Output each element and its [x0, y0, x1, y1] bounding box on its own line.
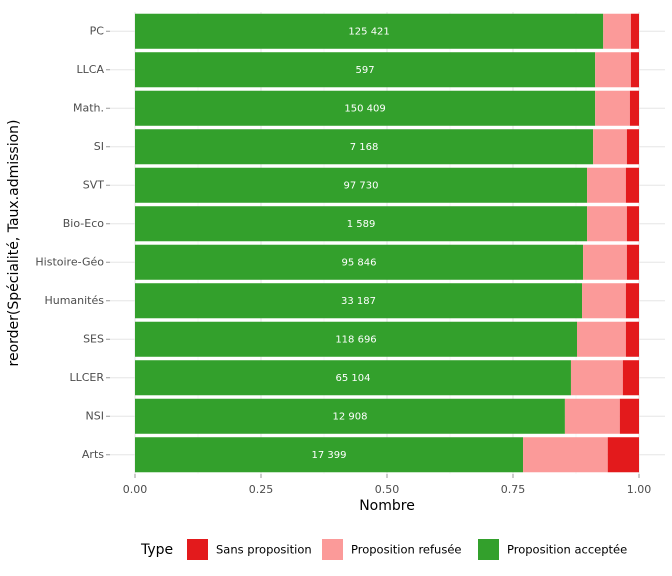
bar-segment	[135, 360, 571, 396]
bar-label: 12 908	[332, 411, 367, 422]
x-tick-label: 1.00	[627, 483, 652, 496]
bar-segment	[622, 360, 639, 396]
bar-segment	[630, 52, 639, 88]
bar-segment	[630, 13, 639, 49]
bar-label: 95 846	[342, 257, 377, 268]
bar-label: 125 421	[348, 26, 389, 37]
y-tick-label: SVT	[83, 178, 105, 191]
x-axis-title: Nombre	[359, 498, 415, 514]
bar-segment	[135, 90, 596, 126]
legend-swatch	[478, 539, 499, 560]
bar-segment	[626, 244, 639, 280]
bar-segment	[593, 129, 627, 165]
bar-label: 65 104	[335, 373, 370, 384]
y-tick-label: Bio-Eco	[63, 217, 105, 230]
bar-segment	[583, 244, 627, 280]
bar-label: 597	[356, 65, 375, 76]
legend-label: Proposition refusée	[351, 543, 461, 557]
bar-segment	[135, 13, 604, 49]
bar-segment	[135, 283, 583, 319]
bar-segment	[135, 398, 565, 434]
legend-label: Proposition acceptée	[507, 543, 627, 557]
bar-label: 1 589	[347, 219, 376, 230]
y-tick-label: SI	[94, 140, 104, 153]
bar-segment	[570, 360, 623, 396]
bar-segment	[587, 206, 627, 242]
bar-segment	[577, 321, 626, 357]
y-tick-label: Histoire-Géo	[35, 255, 104, 268]
bar-label: 33 187	[341, 296, 376, 307]
legend-swatch	[187, 539, 208, 560]
bar-label: 7 168	[350, 142, 379, 153]
bar-label: 150 409	[344, 103, 385, 114]
y-tick-label: LLCA	[77, 63, 105, 76]
bar-label: 118 696	[335, 334, 376, 345]
y-tick-label: Humanités	[44, 294, 104, 307]
y-tick-label: SES	[83, 332, 104, 345]
legend-label: Sans proposition	[216, 543, 312, 557]
x-tick-label: 0.50	[375, 483, 400, 496]
bar-segment	[564, 398, 620, 434]
bar-segment	[135, 129, 594, 165]
bar-segment	[595, 52, 631, 88]
bar-segment	[625, 283, 639, 319]
x-tick-label: 0.25	[249, 483, 274, 496]
x-tick-label: 0.75	[501, 483, 526, 496]
bar-segment	[135, 321, 578, 357]
legend-title: Type	[140, 542, 173, 558]
y-tick-label: NSI	[86, 409, 104, 422]
y-tick-label: LLCER	[69, 371, 104, 384]
y-axis-title: reorder(Spécialité, Taux.admission)	[6, 120, 22, 367]
bar-segment	[135, 52, 596, 88]
bar-segment	[135, 437, 524, 473]
bar-label: 97 730	[344, 180, 379, 191]
y-tick-label: Math.	[73, 101, 104, 114]
bar-segment	[626, 206, 639, 242]
bar-segment	[587, 167, 626, 203]
x-tick-label: 0.00	[123, 483, 148, 496]
bar-segment	[595, 90, 630, 126]
bar-segment	[582, 283, 626, 319]
bar-segment	[603, 13, 631, 49]
bar-segment	[619, 398, 639, 434]
bar-segment	[626, 129, 639, 165]
bar-segment	[607, 437, 639, 473]
bar-segment	[625, 321, 639, 357]
bar-segment	[625, 167, 639, 203]
bar-segment	[135, 244, 584, 280]
bar-label: 17 399	[312, 450, 347, 461]
bar-segment	[135, 167, 588, 203]
legend-swatch	[322, 539, 343, 560]
y-tick-label: PC	[90, 24, 105, 37]
bar-segment	[523, 437, 608, 473]
bar-segment	[135, 206, 588, 242]
bar-segment	[629, 90, 639, 126]
y-tick-label: Arts	[82, 448, 104, 461]
